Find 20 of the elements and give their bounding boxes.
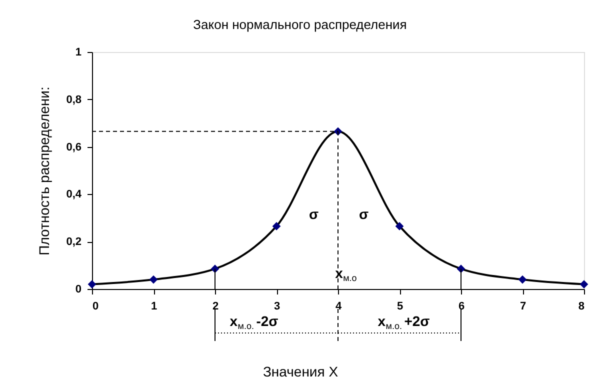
x-tick-label: 4 xyxy=(335,300,342,312)
x-tick-label: 0 xyxy=(92,300,99,312)
y-tick-label: 0,2 xyxy=(66,236,82,248)
y-tick-label: 0,4 xyxy=(66,188,82,201)
x-tick-label: 5 xyxy=(396,300,404,312)
y-tick-label: 0,8 xyxy=(66,94,82,106)
x-axis-title: Значения X xyxy=(262,364,339,380)
chart-title: Закон нормального распределения xyxy=(193,17,407,32)
y-tick-label: 0 xyxy=(75,284,82,296)
annotation: σ xyxy=(359,206,369,222)
y-tick-label: 0,6 xyxy=(66,141,82,154)
x-tick-label: 8 xyxy=(578,300,584,312)
x-tick-label: 6 xyxy=(458,300,465,312)
x-tick-label: 2 xyxy=(212,300,219,312)
x-tick-label: 7 xyxy=(520,300,526,312)
y-axis-title: Плотность распределени: xyxy=(36,86,52,256)
y-tick-label: 1 xyxy=(75,46,82,58)
annotation: σ xyxy=(309,206,319,222)
x-tick-label: 3 xyxy=(274,300,280,312)
x-tick-label: 1 xyxy=(150,300,158,312)
